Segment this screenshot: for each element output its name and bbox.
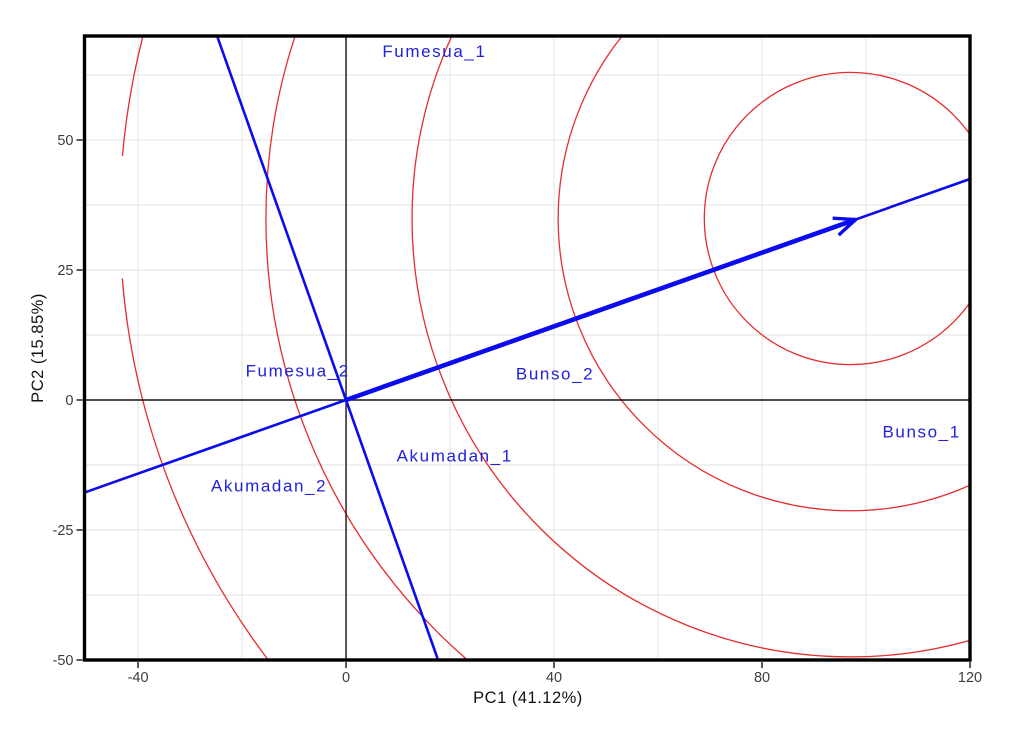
x-tick-label: -40	[128, 670, 149, 686]
aea-arrowhead	[832, 216, 860, 237]
env-point-label: Fumesua_1	[382, 42, 486, 61]
y-tick-label: 0	[65, 393, 73, 409]
env-point-label: Akumadan_1	[397, 447, 513, 466]
env-point-label: Fumesua_2	[246, 361, 350, 380]
contour-circle	[557, 36, 970, 512]
y-axis-title: PC2 (15.85%)	[29, 293, 47, 403]
x-tick-label: 0	[342, 670, 350, 686]
x-tick-label: 120	[958, 670, 982, 686]
contour-circle	[265, 36, 469, 660]
y-tick-label: -25	[53, 523, 74, 539]
contour-circle	[703, 71, 970, 366]
y-tick-label: 50	[57, 133, 73, 149]
x-axis-title: PC1 (41.12%)	[473, 689, 583, 707]
contour-circle	[411, 36, 970, 658]
x-tick-label: 40	[546, 670, 562, 686]
y-tick-label: -50	[53, 653, 74, 669]
plot-built-layers: -40 0 40 80 120 -50 -25 0 25 50 Fumesua_1 Fumesua_2…	[53, 34, 982, 686]
plot-frame	[82, 34, 972, 662]
env-point-label: Akumadan_2	[211, 476, 327, 495]
env-point-label: Bunso_1	[882, 423, 960, 442]
y-tick-label: 25	[57, 263, 73, 279]
aea-thick-vector	[345, 217, 857, 403]
env-point-label: Bunso_2	[516, 365, 594, 384]
contour-circles-group	[121, 36, 970, 660]
aec-ordinate-line	[215, 35, 440, 661]
x-tick-label: 80	[754, 670, 770, 686]
